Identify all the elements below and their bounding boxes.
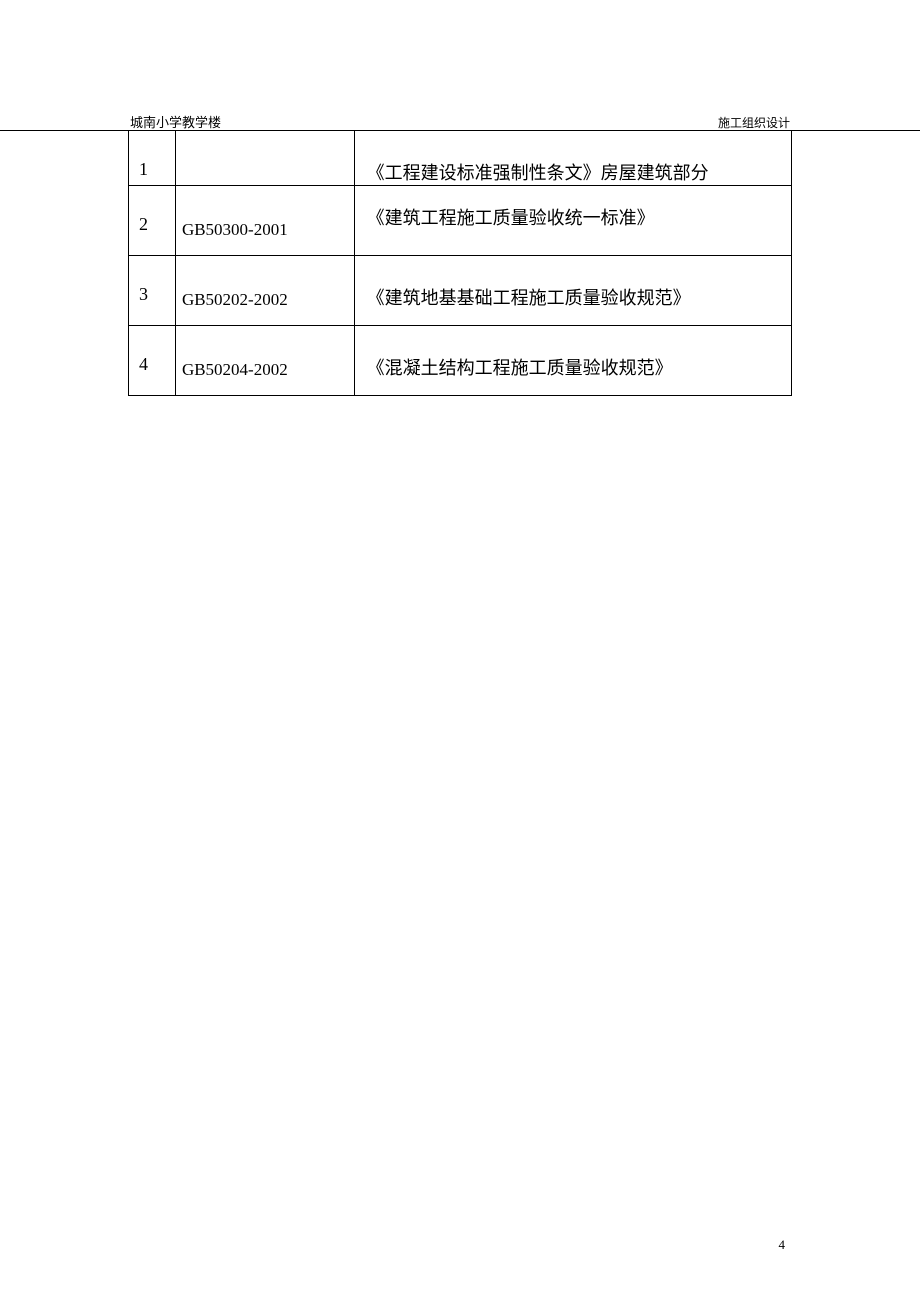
table-cell-code <box>175 131 354 186</box>
header-right-text: 施工组织设计 <box>718 114 790 131</box>
standard-code: GB50300-2001 <box>176 186 354 255</box>
standard-code: GB50202-2002 <box>176 256 354 325</box>
row-number: 1 <box>129 131 175 180</box>
table-cell-title: 《建筑工程施工质量验收统一标准》 <box>354 186 791 256</box>
table-cell-title: 《混凝土结构工程施工质量验收规范》 <box>354 326 791 396</box>
standard-title: 《建筑工程施工质量验收统一标准》 <box>355 186 791 230</box>
table-cell-num: 2 <box>129 186 176 256</box>
standard-code <box>176 131 354 149</box>
row-number: 3 <box>129 256 175 305</box>
standard-title: 《混凝土结构工程施工质量验收规范》 <box>355 326 791 380</box>
page-number: 4 <box>779 1237 786 1253</box>
table-row: 1 《工程建设标准强制性条文》房屋建筑部分 <box>129 131 792 186</box>
table-cell-title: 《建筑地基基础工程施工质量验收规范》 <box>354 256 791 326</box>
standards-table: 1 《工程建设标准强制性条文》房屋建筑部分 2 GB50300-2001 《建筑… <box>128 131 792 396</box>
standard-title: 《建筑地基基础工程施工质量验收规范》 <box>355 256 791 310</box>
table-cell-code: GB50300-2001 <box>175 186 354 256</box>
header-left-text: 城南小学教学楼 <box>130 112 221 131</box>
table-cell-code: GB50204-2002 <box>175 326 354 396</box>
table-cell-title: 《工程建设标准强制性条文》房屋建筑部分 <box>354 131 791 186</box>
table-cell-num: 1 <box>129 131 176 186</box>
table-row: 2 GB50300-2001 《建筑工程施工质量验收统一标准》 <box>129 186 792 256</box>
table-cell-code: GB50202-2002 <box>175 256 354 326</box>
table-cell-num: 4 <box>129 326 176 396</box>
table-cell-num: 3 <box>129 256 176 326</box>
standard-title: 《工程建设标准强制性条文》房屋建筑部分 <box>355 131 791 185</box>
row-number: 4 <box>129 326 175 375</box>
table-row: 4 GB50204-2002 《混凝土结构工程施工质量验收规范》 <box>129 326 792 396</box>
row-number: 2 <box>129 186 175 235</box>
table-row: 3 GB50202-2002 《建筑地基基础工程施工质量验收规范》 <box>129 256 792 326</box>
standard-code: GB50204-2002 <box>176 326 354 395</box>
